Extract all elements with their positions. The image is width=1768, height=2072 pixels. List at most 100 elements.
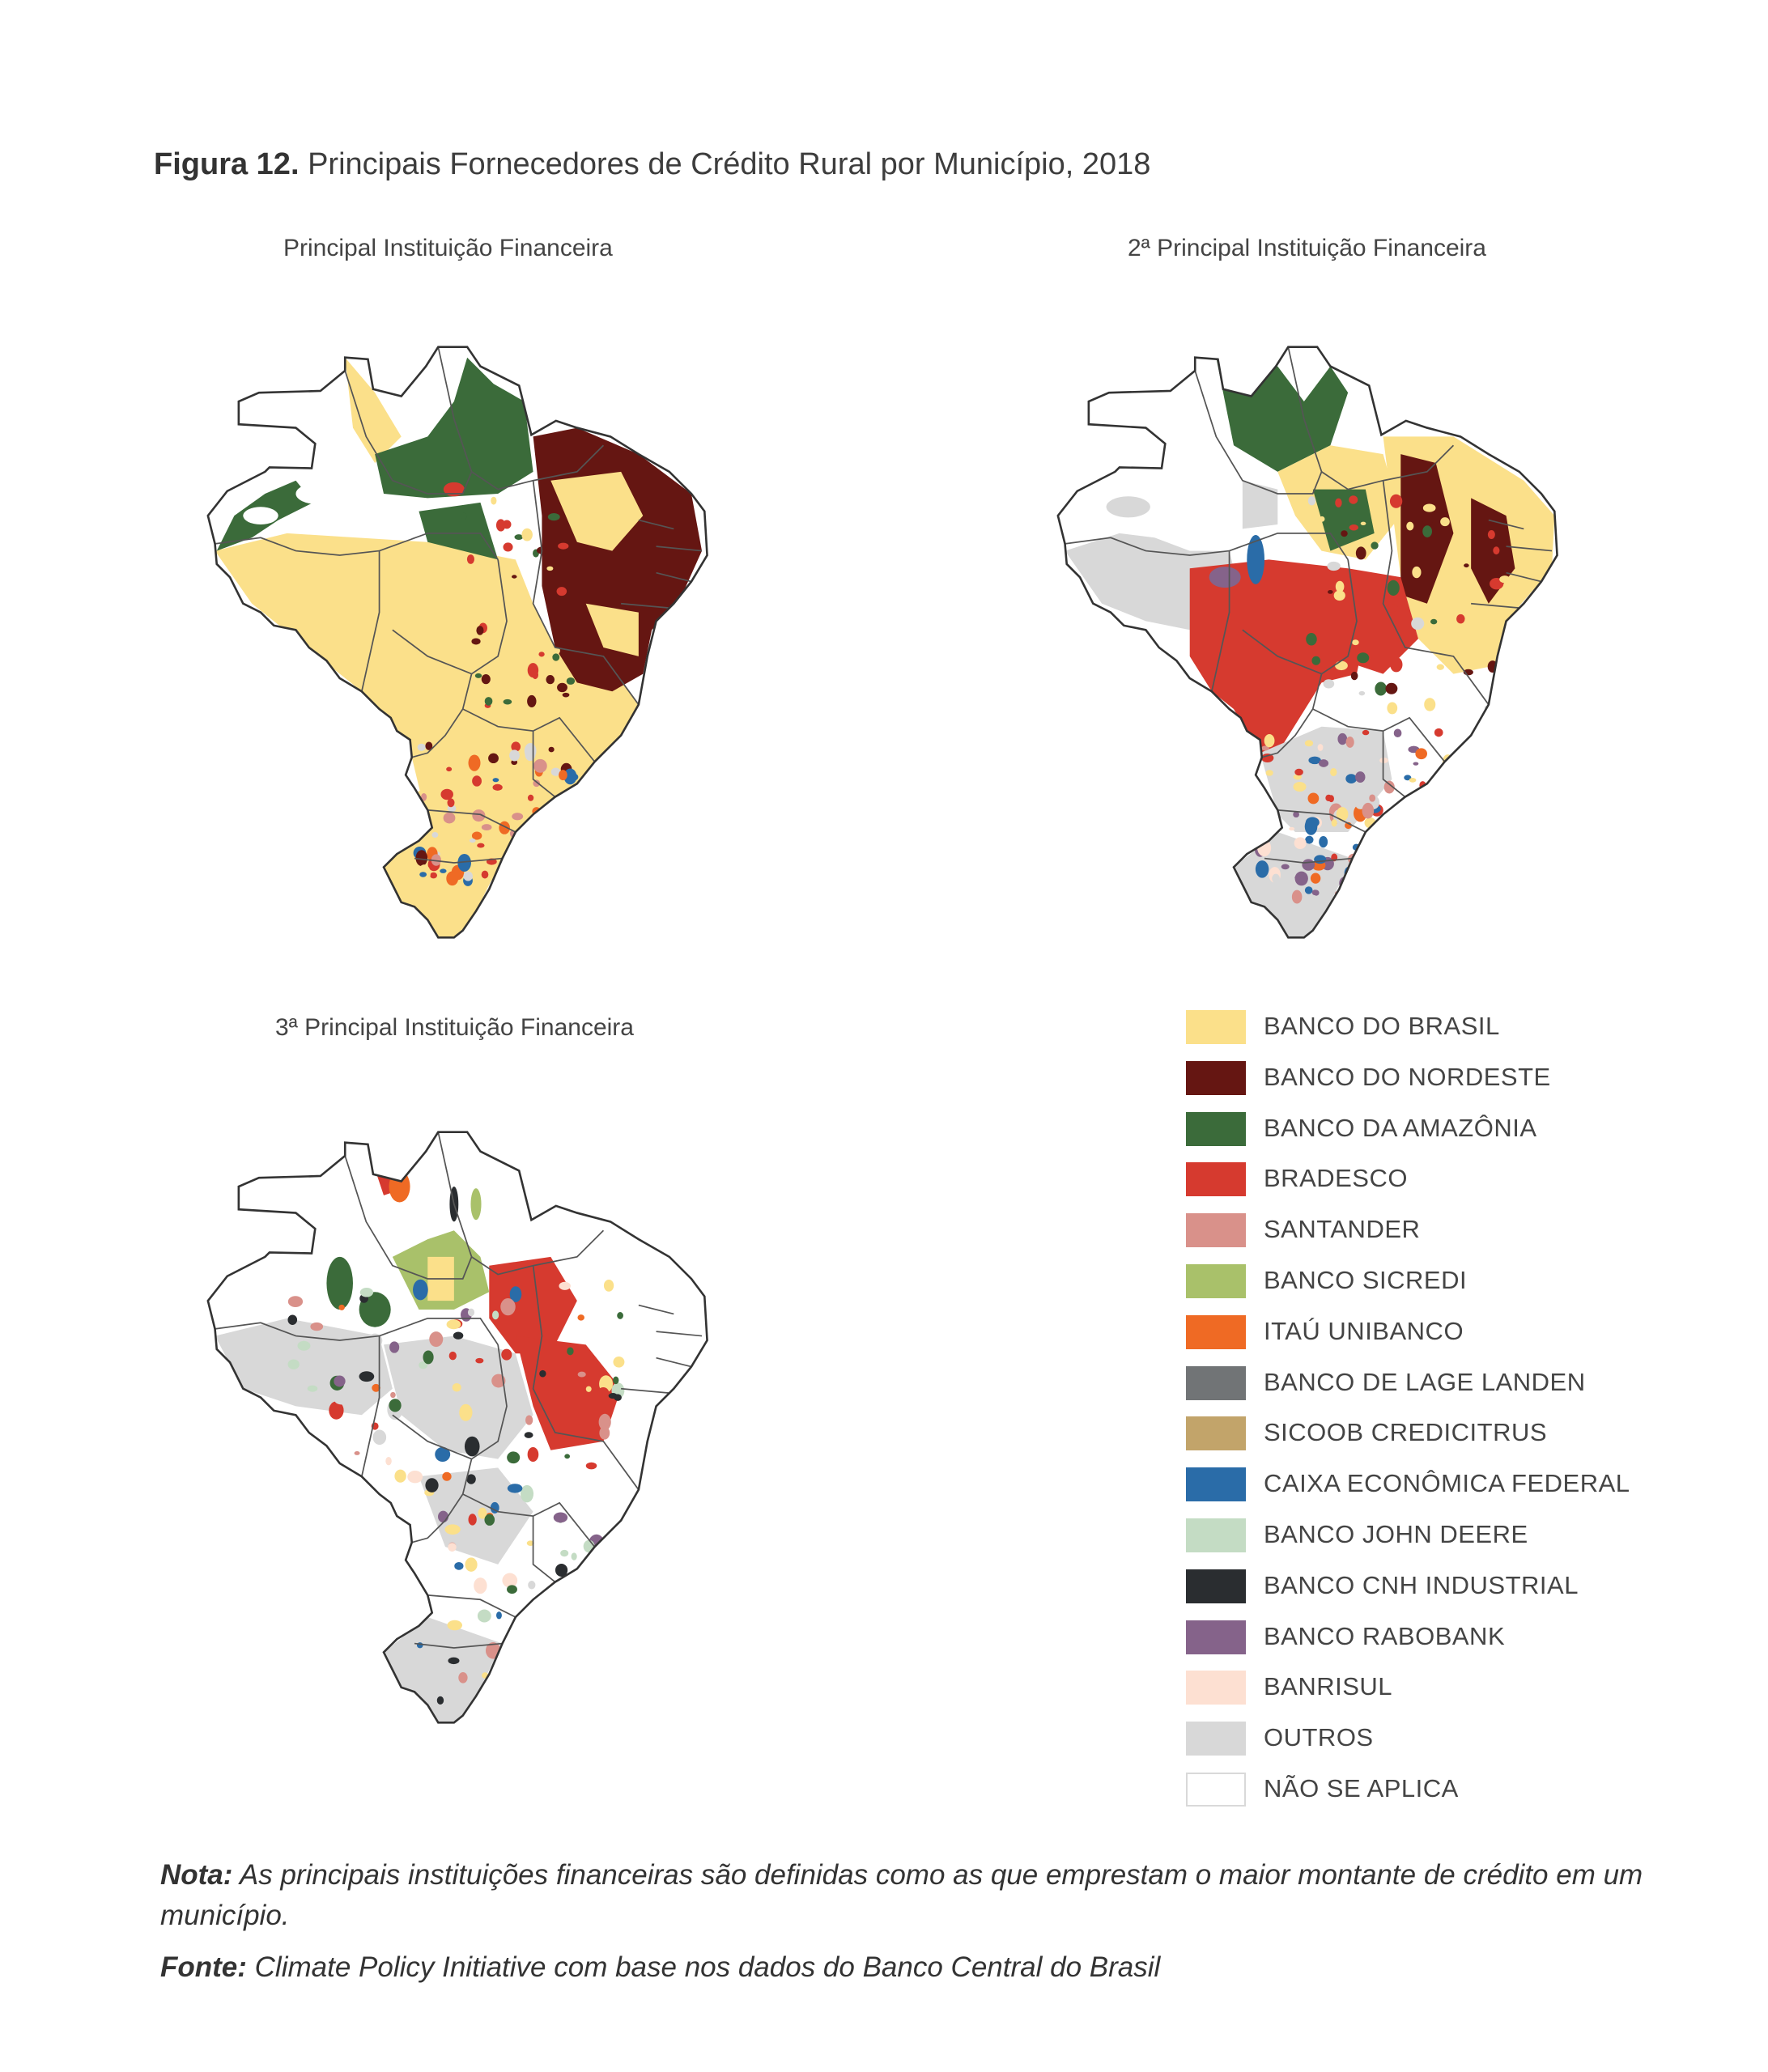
- legend-label: CAIXA ECONÔMICA FEDERAL: [1264, 1469, 1630, 1498]
- region-patch: [560, 1549, 569, 1557]
- region-patch: [466, 554, 475, 564]
- region-patch: [611, 1668, 623, 1678]
- region-patch: [440, 868, 447, 873]
- region-patch: [471, 638, 481, 645]
- region-patch: [615, 1573, 624, 1580]
- region-patch: [545, 662, 555, 669]
- region-patch: [525, 748, 536, 762]
- region-patch: [1413, 762, 1419, 766]
- state-border: [1261, 673, 1323, 758]
- region-patch: [446, 871, 459, 886]
- region-patch: [565, 1667, 581, 1688]
- region-patch: [1289, 826, 1295, 831]
- region-patch: [431, 854, 441, 866]
- region-patch: [1355, 771, 1366, 783]
- region-patch: [440, 788, 453, 800]
- region-patch: [507, 1484, 523, 1493]
- region-patch: [559, 1281, 571, 1290]
- region-patch: [1327, 561, 1341, 571]
- legend-label: BANCO CNH INDUSTRIAL: [1264, 1570, 1579, 1599]
- region-patch: [538, 652, 545, 657]
- legend-label: SICOOB CREDICITRUS: [1264, 1418, 1548, 1447]
- state-border: [379, 1317, 499, 1345]
- region-patch: [300, 1475, 315, 1497]
- legend-label: BANCO RABOBANK: [1264, 1621, 1506, 1650]
- state-border: [471, 1229, 605, 1276]
- region-patch: [512, 575, 517, 579]
- region-patch: [1436, 664, 1444, 670]
- region-patch: [1425, 780, 1436, 792]
- legend-item: BANCO DA AMAZÔNIA: [1186, 1111, 1639, 1148]
- state-border: [1382, 731, 1406, 798]
- region-patch: [501, 1348, 512, 1361]
- region-patch: [553, 647, 560, 655]
- country-outline: [206, 346, 708, 939]
- brazil-map-svg: [1056, 346, 1558, 939]
- region-patch: [1415, 748, 1427, 760]
- region-patch: [585, 1620, 593, 1627]
- region-patch: [1304, 740, 1314, 747]
- region-patch: [481, 673, 491, 685]
- region-patch: [636, 1594, 652, 1607]
- region-patch: [1242, 480, 1278, 529]
- legend-swatch: [1186, 1722, 1246, 1756]
- region-patch: [1362, 729, 1370, 736]
- region-patch: [521, 528, 533, 541]
- region-patch: [500, 1297, 516, 1316]
- region-patch: [345, 357, 402, 463]
- note-label: Nota:: [160, 1859, 233, 1891]
- region-patch: [431, 832, 439, 839]
- region-patch: [1499, 575, 1511, 584]
- region-patch: [1319, 516, 1325, 522]
- region-patch: [1426, 814, 1439, 830]
- legend-label: SANTANDER: [1264, 1215, 1421, 1244]
- region-patch: [1345, 774, 1358, 783]
- region-patch: [329, 1401, 344, 1420]
- region-patch: [520, 1484, 534, 1503]
- region-patch: [448, 1351, 457, 1361]
- state-border: [1242, 559, 1358, 675]
- state-border: [532, 1516, 556, 1583]
- map-second-institution: [1004, 340, 1587, 955]
- state-border: [1065, 537, 1230, 556]
- region-patch: [514, 534, 524, 541]
- legend-swatch: [1186, 1569, 1246, 1603]
- region-patch: [372, 1429, 387, 1446]
- region-patch: [1272, 873, 1280, 884]
- region-patch: [547, 814, 555, 822]
- legend-label: BRADESCO: [1264, 1164, 1408, 1193]
- region-patch: [1264, 807, 1272, 815]
- region-patch: [461, 512, 467, 520]
- region-patch: [484, 697, 493, 706]
- region-patch: [552, 845, 566, 860]
- region-patch: [567, 1347, 574, 1356]
- state-border: [411, 673, 473, 758]
- map-first-institution: [154, 340, 737, 955]
- region-patch: [495, 1611, 502, 1620]
- region-patch: [1189, 559, 1366, 758]
- region-patch: [1312, 489, 1375, 551]
- legend-swatch: [1186, 1365, 1246, 1400]
- region-patch: [1279, 749, 1290, 759]
- region-patch: [533, 779, 541, 788]
- region-patch: [577, 1314, 584, 1321]
- region-patch: [511, 741, 521, 752]
- region-patch: [465, 1557, 478, 1572]
- country-outline: [1056, 346, 1558, 939]
- region-patch: [453, 1331, 464, 1340]
- region-patch: [585, 603, 639, 656]
- legend-item: BANCO DO BRASIL: [1186, 1010, 1639, 1046]
- region-patch: [1304, 886, 1313, 894]
- region-patch: [1375, 681, 1388, 696]
- region-patch: [495, 800, 504, 810]
- region-patch: [481, 870, 489, 879]
- source: Fonte: Climate Policy Initiative com bas…: [160, 1947, 1666, 1988]
- map-third-institution: [154, 1125, 737, 1740]
- region-patch: [484, 1514, 495, 1526]
- region-patch: [1307, 792, 1320, 805]
- region-patch: [454, 1561, 464, 1570]
- region-patch: [512, 813, 524, 821]
- region-patch: [566, 677, 576, 685]
- region-patch: [458, 1671, 468, 1684]
- region-patch: [474, 1577, 487, 1594]
